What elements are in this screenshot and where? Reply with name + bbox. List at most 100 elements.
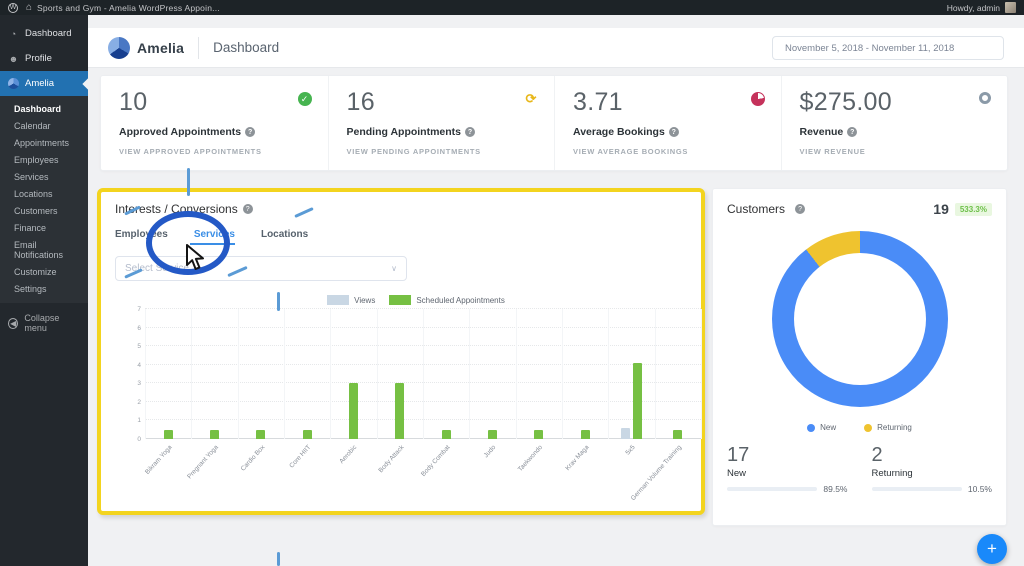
tab-employees[interactable]: Employees	[115, 229, 168, 240]
submenu-item-appointments[interactable]: Appointments	[14, 137, 70, 148]
chart-bar	[349, 383, 358, 439]
gridline	[423, 309, 424, 439]
customers-panel: Customers ? 19 533.3% New Returning	[712, 188, 1007, 526]
customers-change-badge: 533.3%	[954, 202, 992, 216]
select-service-dropdown[interactable]: Select Service ∨	[115, 256, 407, 281]
submenu-item-customers[interactable]: Customers	[14, 205, 58, 216]
date-range-picker[interactable]: November 5, 2018 - November 11, 2018	[772, 36, 1004, 60]
howdy-user-link[interactable]: Howdy, admin	[946, 2, 1000, 13]
legend-item-returning: Returning	[864, 423, 912, 432]
view-pending-appointments-link[interactable]: VIEW PENDING APPOINTMENTS	[346, 147, 481, 156]
tab-locations[interactable]: Locations	[260, 229, 309, 240]
stat-value: 16	[346, 88, 375, 116]
y-axis-tick: 3	[137, 380, 141, 388]
chart-bar	[256, 429, 266, 439]
amelia-logo-icon	[8, 78, 19, 89]
help-icon[interactable]: ?	[242, 204, 253, 214]
wordpress-logo-icon[interactable]: W	[8, 2, 18, 13]
y-axis-tick: 2	[137, 398, 141, 406]
brand-name: Amelia	[137, 39, 185, 56]
chart-bar	[488, 429, 497, 439]
chart-bar	[580, 429, 590, 439]
amelia-brand-logo	[108, 36, 130, 59]
chart-bar	[441, 429, 451, 439]
home-icon[interactable]: ⌂	[26, 2, 33, 13]
site-title-link[interactable]: Sports and Gym - Amelia WordPress Appoin…	[37, 2, 220, 13]
legend-swatch	[327, 295, 350, 305]
gridline	[608, 309, 610, 439]
check-circle-icon: ✓	[297, 92, 312, 106]
stat-label: Approved Appointments	[119, 126, 242, 138]
bar-chart: 0 1 2 3 4 5 6 7 Bikram Yoga Pregnant Yoga Cardio …	[137, 306, 702, 503]
submenu-item-locations[interactable]: Locations	[14, 188, 53, 199]
gauge-icon: ◔	[10, 28, 17, 39]
amelia-header: Amelia Dashboard November 5, 2018 - Nove…	[88, 28, 1024, 68]
interests-tabs: Employees Services Locations	[115, 229, 687, 245]
view-average-bookings-link[interactable]: VIEW AVERAGE BOOKINGS	[573, 147, 689, 156]
help-icon[interactable]: ?	[245, 127, 256, 137]
legend-label: Views	[354, 295, 376, 305]
x-axis-label: Body Combat	[419, 444, 452, 478]
view-approved-appointments-link[interactable]: VIEW APPROVED APPOINTMENTS	[119, 147, 262, 156]
submenu-item-dashboard[interactable]: Dashboard	[14, 103, 62, 114]
sidebar-item-dashboard[interactable]: ◔ Dashboard	[0, 21, 88, 46]
add-new-fab-button[interactable]: +	[977, 534, 1007, 564]
gridline	[376, 309, 378, 439]
help-icon[interactable]: ?	[668, 127, 679, 137]
chart-bar	[395, 383, 405, 439]
new-percent: 89.5%	[823, 484, 848, 494]
chart-bar	[632, 362, 642, 439]
returning-customers-row: 2 Returning 10.5%	[871, 444, 992, 494]
help-icon[interactable]: ?	[465, 127, 476, 137]
submenu-item-settings[interactable]: Settings	[14, 283, 47, 294]
submenu-item-calendar[interactable]: Calendar	[14, 120, 51, 131]
submenu-item-employees[interactable]: Employees	[14, 154, 59, 165]
user-avatar[interactable]	[1005, 2, 1016, 13]
collapse-label: Collapse menu	[24, 313, 60, 333]
legend-item: Scheduled Appointments	[389, 295, 505, 305]
gridline	[562, 309, 563, 439]
submenu-item-customize[interactable]: Customize	[14, 266, 57, 277]
pie-circle-icon	[750, 92, 765, 106]
returning-label: Returning	[871, 468, 913, 479]
tab-services[interactable]: Services	[189, 229, 236, 245]
page-title: Dashboard	[213, 40, 280, 55]
stat-pending-appointments: 16 ⟳ Pending Appointments ? VIEW PENDING…	[327, 76, 555, 170]
stat-value: 3.71	[573, 88, 623, 116]
new-legend-dot	[807, 423, 816, 432]
help-icon[interactable]: ?	[847, 127, 858, 137]
submenu-item-email-notifications[interactable]: Email Notifications	[14, 239, 64, 260]
y-axis-tick: 6	[137, 324, 141, 332]
stat-label: Pending Appointments	[346, 126, 462, 138]
y-axis-tick: 5	[137, 343, 141, 351]
submenu-item-finance[interactable]: Finance	[14, 222, 47, 233]
submenu-item-services[interactable]: Services	[14, 171, 49, 182]
chart-bar	[302, 429, 312, 439]
select-placeholder: Select Service	[125, 263, 189, 274]
returning-count: 2	[871, 444, 883, 466]
legend-item-new: New	[807, 423, 836, 432]
customers-title: Customers	[727, 202, 786, 216]
new-progress-track	[727, 487, 818, 491]
chart-bar	[163, 429, 173, 439]
gridline	[330, 309, 332, 439]
stat-average-bookings: 3.71 Average Bookings ? VIEW AVERAGE BOO…	[554, 76, 781, 170]
legend-label: Returning	[877, 423, 912, 432]
collapse-menu-button[interactable]: ◀ Collapse menu	[0, 303, 88, 343]
gridline	[284, 309, 285, 439]
amelia-submenu: Dashboard Calendar Appointments Employee…	[0, 96, 88, 303]
customers-breakdown: 17 New 89.5% 2 Returning 10.5%	[727, 444, 992, 494]
sidebar-item-amelia[interactable]: Amelia	[0, 71, 88, 96]
legend-label: Scheduled Appointments	[416, 295, 505, 305]
gridline	[145, 309, 146, 439]
interests-conversions-panel: Interests / Conversions ? Employees Serv…	[101, 192, 702, 511]
yellow-highlight-box: Interests / Conversions ? Employees Serv…	[97, 188, 705, 515]
header-divider	[198, 36, 200, 59]
x-axis-label: Pregnant Yoga	[185, 444, 220, 481]
dashboard-main-row: Interests / Conversions ? Employees Serv…	[88, 171, 1024, 526]
view-revenue-link[interactable]: VIEW REVENUE	[799, 147, 866, 156]
sidebar-item-profile[interactable]: ☻ Profile	[0, 46, 88, 71]
sidebar-item-label: Dashboard	[25, 28, 72, 39]
returning-legend-dot	[864, 423, 873, 432]
help-icon[interactable]: ?	[795, 204, 806, 214]
